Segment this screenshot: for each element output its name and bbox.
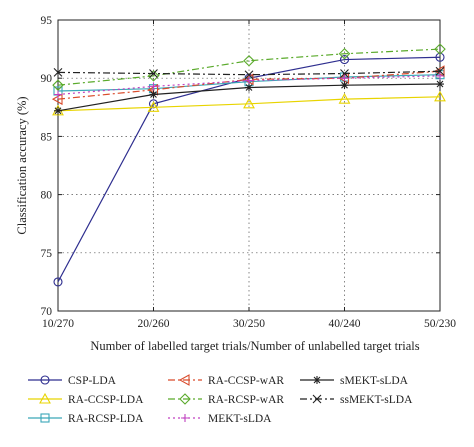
data-point (435, 66, 445, 76)
legend-label: sMEKT-sLDA (340, 375, 409, 387)
series-smekt-slda (54, 80, 444, 115)
data-point (434, 43, 446, 55)
data-point (245, 83, 253, 92)
legend-label: RA-RCSP-LDA (68, 413, 144, 425)
y-tick-label: 75 (41, 248, 53, 260)
data-point (244, 70, 254, 80)
legend-label: MEKT-sLDA (208, 413, 272, 425)
legend-item: RA-RCSP-LDA (28, 413, 144, 425)
series-ssmekt-slda (53, 66, 445, 80)
data-point (149, 82, 158, 91)
data-point (243, 54, 255, 67)
y-tick-label: 80 (41, 190, 53, 202)
legend-marker (39, 392, 51, 404)
data-point (147, 70, 160, 82)
legend-marker (312, 394, 322, 404)
data-point (54, 90, 62, 99)
series-ra-rcsp-war (52, 43, 446, 91)
data-point (340, 81, 349, 90)
x-tick-label: 50/230 (424, 318, 456, 330)
data-point (340, 69, 349, 78)
legend-marker (178, 374, 190, 386)
legend-marker (179, 393, 191, 405)
y-axis-title: Classification accuracy (%) (15, 96, 29, 234)
legend-label: RA-CCSP-wAR (208, 375, 284, 387)
legend-item: RA-CCSP-wAR (168, 374, 284, 387)
data-point (147, 101, 160, 112)
legend-item: RA-RCSP-wAR (168, 393, 284, 406)
legend-marker (313, 376, 321, 384)
data-point (54, 106, 62, 115)
x-axis-title: Number of labelled target trials/Number … (90, 339, 419, 353)
data-point (338, 93, 351, 104)
x-tick-label: 40/240 (329, 318, 361, 330)
legend: CSP-LDA RA-CCSP-LDA RA-RCSP-LDA RA-CCSP-wAR… (28, 374, 413, 425)
series-line (57, 48, 441, 86)
data-point (338, 47, 351, 60)
x-tick-label: 20/260 (138, 318, 170, 330)
data-point (340, 74, 349, 83)
data-point (435, 52, 445, 62)
y-tick-label: 90 (41, 73, 53, 85)
data-point (339, 55, 350, 65)
data-point (52, 79, 64, 91)
y-tick-label: 95 (41, 15, 53, 27)
data-point (243, 97, 255, 109)
data-point (434, 90, 446, 102)
y-tick-label: 85 (41, 131, 53, 143)
legend-label: ssMEKT-sLDA (340, 394, 413, 406)
data-point (436, 71, 444, 80)
legend-item: ssMEKT-sLDA (300, 394, 413, 406)
legend-item: RA-CCSP-LDA (28, 392, 144, 406)
x-tick-label: 10/270 (42, 318, 74, 330)
legend-item: MEKT-sLDA (168, 413, 272, 425)
series-line (57, 70, 441, 100)
y-tick-label: 70 (41, 306, 53, 318)
legend-marker (181, 414, 189, 422)
series-line (57, 96, 441, 112)
legend-item: sMEKT-sLDA (300, 375, 409, 387)
data-point (149, 69, 158, 78)
legend-label: RA-RCSP-wAR (208, 394, 284, 406)
legend-marker (40, 375, 50, 385)
x-tick-label: 30/250 (233, 318, 265, 330)
legend-item: CSP-LDA (28, 375, 117, 387)
legend-marker (40, 413, 50, 423)
data-point (53, 277, 63, 287)
data-point (53, 67, 63, 77)
data-point (245, 76, 253, 85)
data-point (149, 90, 158, 99)
legend-label: CSP-LDA (68, 375, 117, 387)
data-point (436, 80, 444, 89)
series-mekt-slda (54, 71, 444, 99)
legend-label: RA-CCSP-LDA (68, 394, 144, 406)
